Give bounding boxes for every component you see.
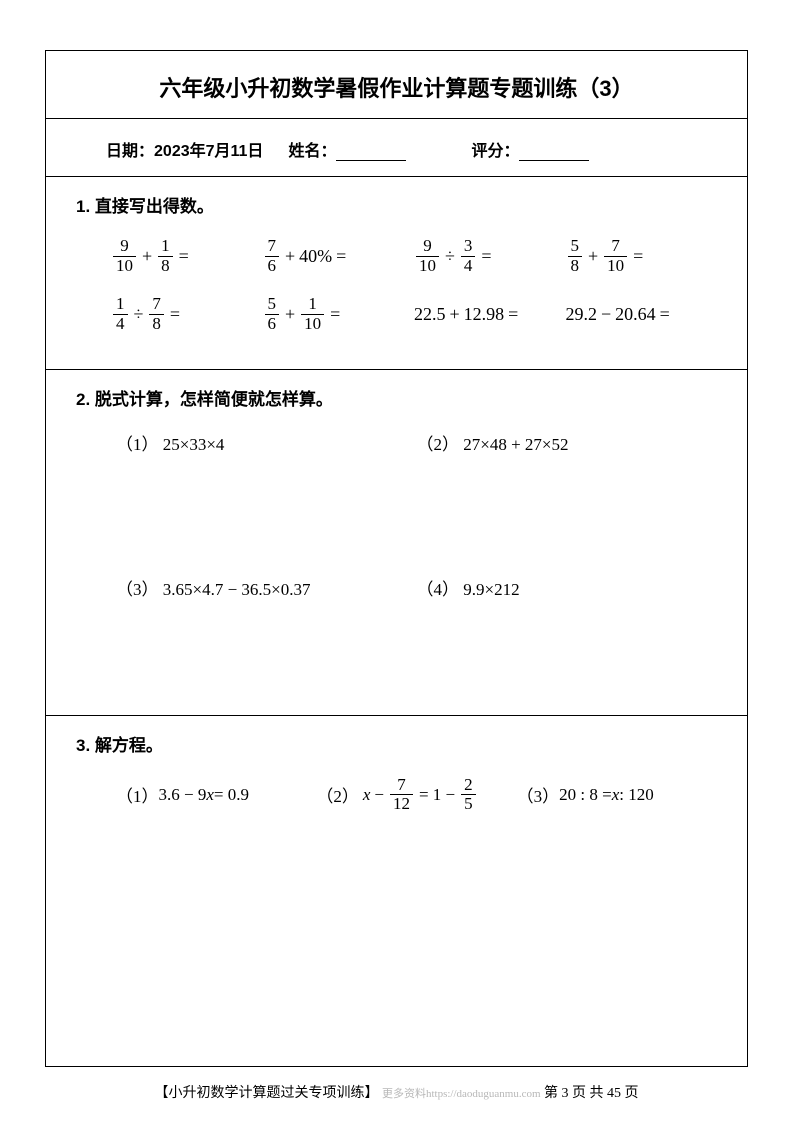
name-field: 姓名： [288,137,406,161]
fraction: 25 [461,776,476,814]
s1-r2-p2: 56 + 110 = [263,295,415,333]
section-3-problems: （1） 3.6 − 9x = 0.9 （2） x− 712 = 1 − 25 （… [76,776,717,814]
s2-p1: （1） 25×33×4 [116,430,417,455]
worksheet-border: 六年级小升初数学暑假作业计算题专题训练（3） 日期：2023年7月11日 姓名：… [45,50,748,1067]
section-1-row-1: 910 + 18 = 76 + 40% = 910 ÷ 34 = 58 + 71… [76,237,717,275]
s1-r2-p1: 14 ÷ 78 = [111,295,263,333]
score-blank[interactable] [519,143,589,161]
fraction: 910 [113,237,136,275]
fraction: 18 [158,237,173,275]
variable-x: x [612,785,620,805]
s2-p3: （3） 3.65×4.7 − 36.5×0.37 [116,575,417,600]
fraction: 76 [265,237,280,275]
s1-r1-p1: 910 + 18 = [111,237,263,275]
variable-x: x [363,785,371,804]
page-footer: 【小升初数学计算题过关专项训练】 更多资料https://daoduguanmu… [0,1082,793,1102]
fraction: 910 [416,237,439,275]
section-1-row-2: 14 ÷ 78 = 56 + 110 = 22.5 + 12.98 = 29.2… [76,295,717,333]
s2-p2: （2） 27×48 + 27×52 [417,430,718,455]
section-1-title: 1. 直接写出得数。 [76,192,717,217]
equals: = [179,246,189,267]
section-2-problems: （1） 25×33×4 （2） 27×48 + 27×52 （3） 3.65×4… [76,430,717,600]
score-field: 评分： [471,137,589,161]
s3-p1: （1） 3.6 − 9x = 0.9 [116,776,316,814]
s2-row-1: （1） 25×33×4 （2） 27×48 + 27×52 [116,430,717,455]
section-1: 1. 直接写出得数。 910 + 18 = 76 + 40% = 910 ÷ 3… [46,177,747,370]
section-2: 2. 脱式计算，怎样简便就怎样算。 （1） 25×33×4 （2） 27×48 … [46,370,747,716]
equals: = [660,304,670,325]
s1-r1-p2: 76 + 40% = [263,237,415,275]
info-section: 日期：2023年7月11日 姓名： 评分： [46,119,747,177]
equals: = [330,304,340,325]
fraction: 56 [265,295,280,333]
fraction: 58 [568,237,583,275]
equals: = [508,304,518,325]
name-blank[interactable] [336,143,406,161]
date-label: 日期： [106,143,154,160]
equals: = [481,246,491,267]
section-3: 3. 解方程。 （1） 3.6 − 9x = 0.9 （2） x− 712 = … [46,716,747,989]
equals: = [633,246,643,267]
variable-x: x [206,785,214,805]
fraction: 34 [461,237,476,275]
name-label: 姓名： [288,143,336,160]
s2-row-2: （3） 3.65×4.7 − 36.5×0.37 （4） 9.9×212 [116,575,717,600]
s1-r2-p3: 22.5 + 12.98 = [414,295,566,333]
s1-r1-p4: 58 + 710 = [566,237,718,275]
fraction: 14 [113,295,128,333]
fraction: 110 [301,295,324,333]
footer-source: 【小升初数学计算题过关专项训练】 [154,1086,378,1101]
main-title: 六年级小升初数学暑假作业计算题专题训练（3） [46,71,747,103]
s3-p3: （3） 20 : 8 = x : 120 [517,776,717,814]
section-2-title: 2. 脱式计算，怎样简便就怎样算。 [76,385,717,410]
footer-watermark: 更多资料https://daoduguanmu.com [382,1088,541,1100]
fraction: 712 [390,776,413,814]
fraction: 710 [604,237,627,275]
equals: = [170,304,180,325]
title-section: 六年级小升初数学暑假作业计算题专题训练（3） [46,51,747,119]
equals: = [336,246,346,267]
section-3-title: 3. 解方程。 [76,731,717,756]
s3-p2: （2） x− 712 = 1 − 25 [316,776,516,814]
date-value: 2023年7月11日 [154,143,263,160]
fraction: 78 [149,295,164,333]
footer-page: 第 3 页 共 45 页 [544,1086,639,1101]
s2-p4: （4） 9.9×212 [417,575,718,600]
s1-r1-p3: 910 ÷ 34 = [414,237,566,275]
score-label: 评分： [471,143,519,160]
s1-r2-p4: 29.2 − 20.64 = [566,295,718,333]
date-field: 日期：2023年7月11日 [106,137,263,161]
